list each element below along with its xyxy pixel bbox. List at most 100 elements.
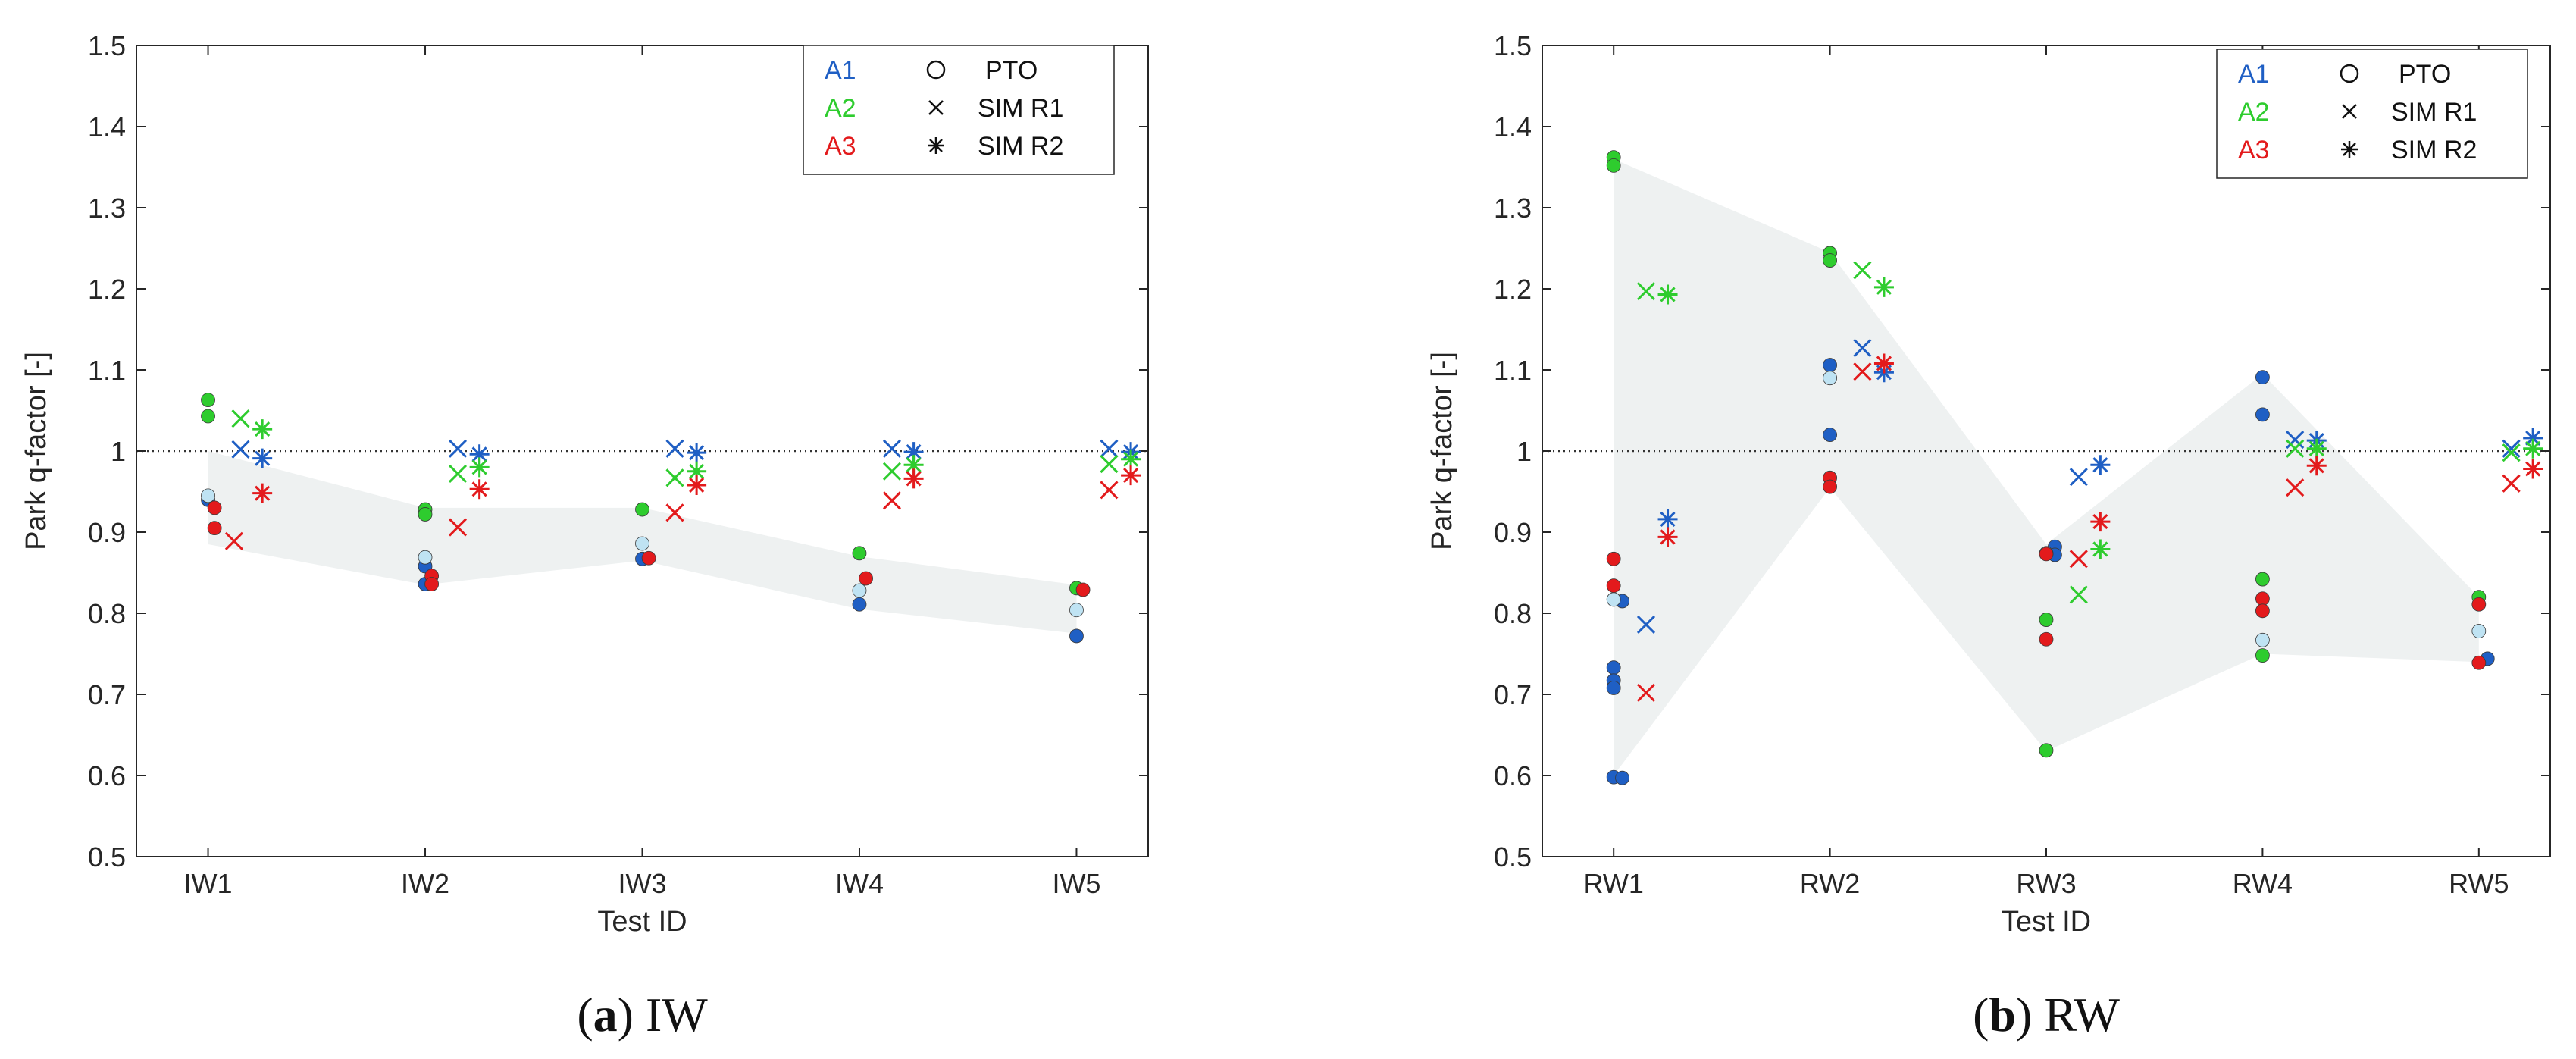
y-tick-label: 0.9 xyxy=(1494,517,1532,548)
sim-r1-point xyxy=(448,518,468,537)
sim-r1-point xyxy=(2069,550,2088,569)
sim-r2-point xyxy=(469,457,490,478)
pto-point xyxy=(635,502,649,517)
y-tick-label: 1.2 xyxy=(88,274,126,305)
pto-point xyxy=(424,577,440,591)
legend-marker-label: SIM R1 xyxy=(2391,98,2477,127)
y-tick-label: 1.5 xyxy=(88,30,126,61)
sim-r2-point xyxy=(2306,456,2327,476)
sim-r1-point xyxy=(2502,474,2521,493)
sim-r1-point xyxy=(2286,430,2305,450)
panel-caption: (a) IW xyxy=(577,988,708,1042)
sim-r2-point xyxy=(903,455,924,475)
sim-r2-point xyxy=(2090,512,2111,532)
legend-color-label: A3 xyxy=(2238,136,2270,164)
pto-point xyxy=(2255,648,2270,663)
x-tick-label: RW5 xyxy=(2449,868,2509,899)
sim-r1-point xyxy=(882,462,902,481)
pto-point xyxy=(641,550,656,566)
y-tick-label: 1.3 xyxy=(1494,193,1532,224)
sim-r2-point xyxy=(687,475,707,495)
sim-r2-point xyxy=(1121,465,1141,486)
sim-r1-point xyxy=(448,439,468,458)
y-axis-label: Park q-factor [-] xyxy=(1426,352,1458,550)
pto-point xyxy=(201,393,215,407)
sim-r2-point xyxy=(1873,353,1894,374)
x-tick-label: RW1 xyxy=(1584,868,1644,899)
range-band xyxy=(1614,158,2479,776)
series-sim-r1 xyxy=(1636,261,2521,702)
y-tick-label: 1.1 xyxy=(1494,355,1532,386)
series-pto xyxy=(1606,150,2495,785)
caption-paren-close: ) xyxy=(618,988,646,1042)
sim-r2-point xyxy=(1657,284,1678,305)
sim-r1-point xyxy=(882,491,902,510)
pto-point xyxy=(1823,358,1837,372)
pto-point xyxy=(1069,603,1084,618)
pto-point xyxy=(2255,572,2270,587)
sim-r2-point xyxy=(1657,509,1678,529)
pto-point xyxy=(2255,632,2270,647)
pto-point xyxy=(2039,613,2054,627)
pto-point xyxy=(852,597,867,612)
legend-marker-label: PTO xyxy=(985,56,1038,85)
sim-r1-point xyxy=(665,439,684,458)
pto-point xyxy=(2039,743,2054,758)
x-tick-label: IW5 xyxy=(1052,868,1100,899)
sim-r2-point xyxy=(2523,438,2543,459)
pto-point xyxy=(635,536,649,551)
pto-point xyxy=(2255,407,2270,422)
sim-r1-point xyxy=(2502,439,2521,458)
caption-text: RW xyxy=(2044,988,2120,1042)
sim-r2-point xyxy=(2090,539,2111,559)
pto-point xyxy=(1823,253,1837,268)
sim-r1-point xyxy=(1100,455,1119,474)
x-axis-label: Test ID xyxy=(2002,906,2091,938)
caption-paren-open: ( xyxy=(577,988,593,1042)
pto-point xyxy=(859,571,873,586)
x-axis-label: Test ID xyxy=(597,906,687,938)
series-pto xyxy=(201,393,1091,644)
sim-r2-point xyxy=(903,468,924,489)
legend-marker-label: SIM R1 xyxy=(978,94,1063,123)
series-sim-r1 xyxy=(224,409,1119,550)
legend-color-label: A2 xyxy=(2238,98,2270,127)
sim-r2-point xyxy=(252,483,273,503)
x-tick-label: RW3 xyxy=(2016,868,2076,899)
legend: A1 A2 A3 PTO SIM R1 SIM R2 xyxy=(2216,49,2528,179)
legend-x-icon xyxy=(928,100,944,115)
pto-point xyxy=(201,488,215,503)
legend-x-icon xyxy=(2342,104,2357,119)
y-tick-label: 0.5 xyxy=(88,841,126,873)
sim-r1-point xyxy=(1100,439,1119,458)
sim-r2-point xyxy=(2523,428,2543,448)
legend-color-label: A2 xyxy=(825,94,856,123)
pto-point xyxy=(2255,370,2270,385)
pto-point xyxy=(207,500,222,515)
pto-point xyxy=(2471,597,2487,612)
legend-circle-icon xyxy=(926,60,946,80)
legend-marker-label: SIM R2 xyxy=(978,132,1063,161)
pto-point xyxy=(1823,428,1837,442)
sim-r2-point xyxy=(1873,277,1894,297)
pto-point xyxy=(418,507,433,522)
y-axis-label: Park q-factor [-] xyxy=(20,352,52,550)
y-tick-label: 1.1 xyxy=(88,355,126,386)
sim-r1-point xyxy=(1636,683,1656,702)
y-tick-label: 1 xyxy=(111,436,126,467)
chart-panel-a: 0.5 0.6 0.7 0.8 0.9 1 1.1 1.2 1.3 1.4 1.5 IW1 IW2 IW3… xyxy=(20,30,1149,1042)
pto-point xyxy=(1606,592,1621,607)
pto-point xyxy=(1823,371,1837,386)
sim-r1-point xyxy=(2069,468,2088,487)
sim-r2-point xyxy=(687,443,707,463)
x-tick-label: IW4 xyxy=(835,868,884,899)
pto-point xyxy=(2471,624,2487,638)
sim-r1-point xyxy=(2286,439,2305,458)
caption-label: a xyxy=(593,988,618,1042)
legend-color-label: A1 xyxy=(825,56,856,85)
sim-r1-point xyxy=(231,440,250,459)
y-tick-label: 0.6 xyxy=(1494,760,1532,791)
legend-box xyxy=(803,45,1115,175)
sim-r1-point xyxy=(2502,443,2521,462)
